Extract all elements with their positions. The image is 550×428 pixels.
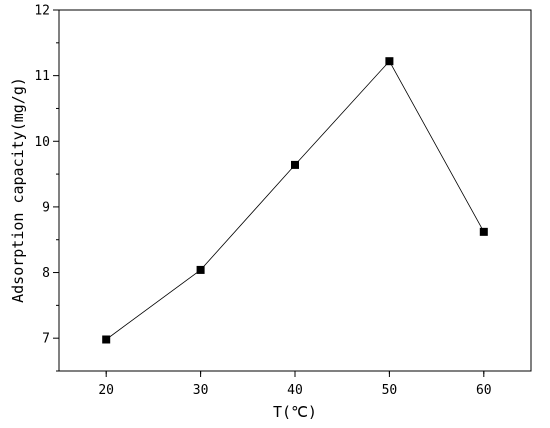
data-point — [479, 227, 488, 236]
data-point — [102, 335, 111, 344]
y-tick-label: 8 — [42, 266, 50, 281]
data-point — [196, 265, 205, 274]
data-point — [385, 57, 394, 66]
y-tick-label: 12 — [34, 4, 50, 19]
y-tick-label: 9 — [42, 200, 50, 215]
y-tick-label: 11 — [34, 69, 50, 84]
y-tick-label: 7 — [42, 332, 50, 347]
x-tick-label: 30 — [193, 383, 209, 398]
x-axis-ticks: 20 30 40 50 60 — [98, 371, 492, 398]
x-tick-label: 20 — [98, 383, 114, 398]
x-tick-label: 60 — [476, 383, 492, 398]
plot-frame — [58, 9, 532, 372]
x-tick-label: 40 — [287, 383, 303, 398]
data-point — [291, 160, 299, 169]
x-tick-label: 50 — [382, 383, 398, 398]
series-line — [105, 60, 485, 340]
y-tick-label: 10 — [34, 135, 50, 150]
x-axis-title: T(℃) — [273, 403, 317, 421]
y-axis-ticks: 7 8 9 10 11 12 — [34, 4, 59, 372]
data-points — [102, 57, 488, 344]
y-axis-title: Adsorption capacity(mg/g) — [9, 77, 27, 303]
